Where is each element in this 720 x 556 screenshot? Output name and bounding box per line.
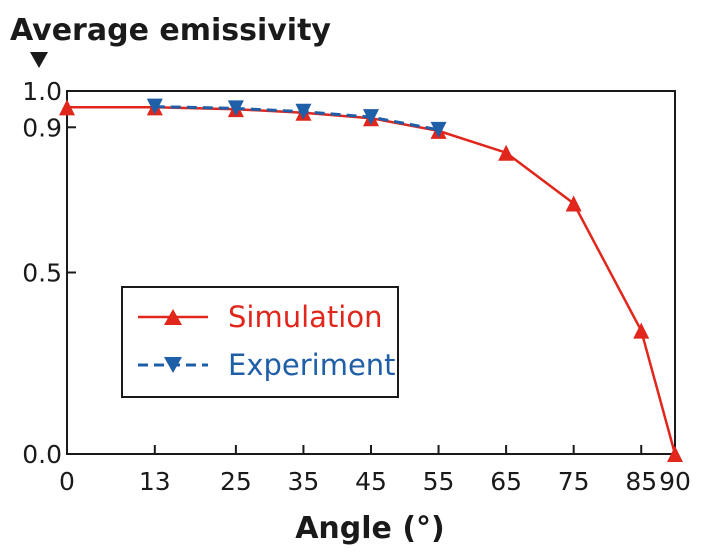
legend-box	[121, 286, 399, 398]
simulation-line	[67, 106, 677, 455]
legend: Simulation Experiment	[121, 286, 399, 398]
experiment-point	[430, 121, 447, 138]
x-tick-label: 35	[288, 467, 320, 496]
legend-simulation-marker	[164, 309, 182, 325]
x-tick-label: 13	[139, 467, 171, 496]
y-tick-label: 1.0	[22, 77, 62, 106]
y-axis-arrow-icon	[30, 52, 48, 68]
series-group	[59, 98, 683, 462]
experiment-point	[146, 98, 163, 115]
simulation-point	[667, 446, 683, 462]
simulation-point	[59, 99, 75, 116]
y-axis-title: Average emissivity	[10, 13, 331, 48]
x-tick-label: 90	[659, 467, 691, 496]
x-tick-label: 0	[59, 467, 75, 496]
experiment-point	[295, 103, 312, 120]
y-tick-label: 0.5	[22, 259, 62, 288]
x-tick-label: 55	[423, 467, 455, 496]
plot-frame	[66, 90, 676, 455]
simulation-point	[633, 322, 650, 339]
x-axis-title: Angle (°)	[295, 511, 445, 546]
experiment-point	[363, 109, 379, 126]
x-tick-label: 25	[220, 467, 252, 496]
simulation-point	[565, 195, 582, 212]
legend-experiment-marker	[164, 357, 182, 373]
legend-simulation-label: Simulation	[228, 300, 382, 334]
experiment-point	[227, 100, 244, 117]
y-tick-label: 0.9	[22, 113, 62, 142]
legend-experiment-label: Experiment	[228, 348, 396, 382]
x-tick-label: 75	[558, 467, 590, 496]
x-ticks: 0 13 25 35 45 55 65 75 85 90	[59, 445, 691, 496]
experiment-line	[154, 105, 439, 132]
y-tick-label: 0.0	[22, 440, 62, 469]
simulation-point	[498, 144, 515, 161]
x-tick-label: 45	[355, 467, 387, 496]
x-tick-label: 65	[490, 467, 522, 496]
x-tick-label: 85	[625, 467, 657, 496]
y-ticks: 0.0 0.5 0.9 1.0	[22, 77, 76, 469]
